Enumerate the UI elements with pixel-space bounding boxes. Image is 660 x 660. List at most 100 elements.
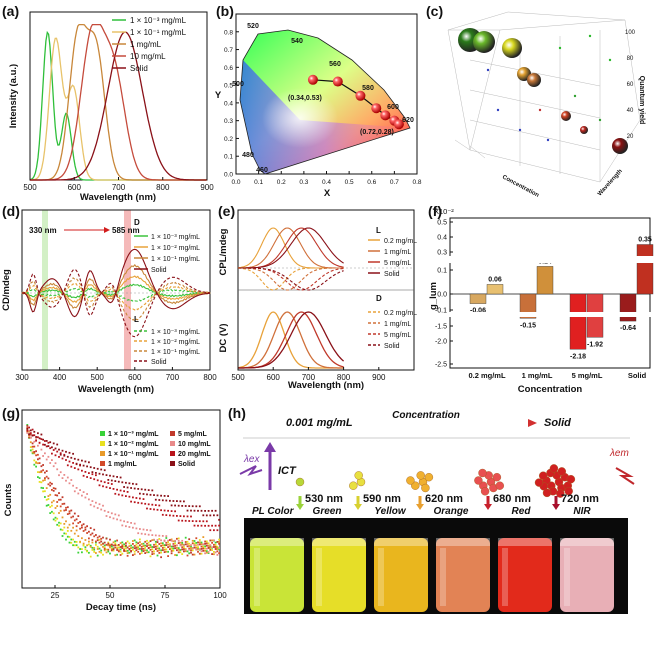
decay-point <box>98 541 101 544</box>
y-tick-label: -0.1 <box>435 308 447 315</box>
decay-point <box>52 449 55 451</box>
decay-point <box>170 504 173 507</box>
decay-point <box>153 546 155 548</box>
cd-D-line-2 <box>21 264 211 309</box>
decay-point <box>75 541 78 543</box>
decay-point <box>77 492 80 495</box>
decay-point <box>169 543 171 545</box>
decay-point <box>103 544 106 547</box>
panel-h-ex-arrow-head <box>264 442 276 452</box>
decay-point <box>100 549 103 552</box>
decay-point <box>84 546 87 549</box>
decay-point <box>96 545 99 548</box>
wavelength-label: 520 <box>247 23 259 30</box>
vial <box>498 538 552 612</box>
decay-point <box>137 542 140 545</box>
legend-label: 20 mg/mL <box>178 451 211 458</box>
decay-point <box>28 433 30 435</box>
panel-e-ticks: 500 600 700 800 900 <box>231 367 386 382</box>
decay-point <box>132 526 134 529</box>
x-tick-label: 0.5 <box>345 179 354 186</box>
legend-label: 1 mg/mL <box>384 321 411 328</box>
decay-point <box>133 539 136 542</box>
decay-point <box>186 545 189 548</box>
decay-point <box>51 504 53 507</box>
series-line-1 <box>29 37 207 181</box>
decay-point <box>33 452 36 455</box>
decay-point <box>151 546 154 548</box>
decay-point <box>89 503 92 506</box>
decay-point <box>133 547 136 550</box>
decay-point <box>204 510 206 512</box>
panel-b-ylabel: Y <box>215 90 222 101</box>
decay-point <box>176 549 178 552</box>
decay-point <box>33 463 36 466</box>
decay-point <box>56 468 59 471</box>
x-tick-label: 900 <box>200 183 214 192</box>
decay-point <box>195 544 198 547</box>
decay-point <box>112 548 115 551</box>
decay-point <box>84 539 87 541</box>
emission-wavelength: 590 nm <box>363 493 401 505</box>
decay-point <box>51 501 53 504</box>
decay-point <box>163 539 166 542</box>
x-tick-label: 0.8 <box>412 179 421 186</box>
cd-D-line-3 <box>21 248 211 318</box>
decay-point <box>114 480 117 482</box>
decay-point <box>61 516 64 519</box>
decay-point <box>26 425 29 427</box>
legend-label: 1 mg/mL <box>384 249 411 256</box>
legend-label: 5 mg/mL <box>384 260 411 267</box>
legend-label: 1 mg/mL <box>108 461 138 468</box>
decay-point <box>146 493 148 496</box>
panel-d-L: L <box>134 315 139 324</box>
decay-point <box>121 524 124 527</box>
aggregate-molecule <box>549 464 559 473</box>
legend-label: 1 × 10⁻³ mg/mL <box>130 16 187 25</box>
decay-point <box>184 541 187 543</box>
decay-point <box>156 494 159 497</box>
decay-point <box>125 542 127 544</box>
decay-point <box>114 546 117 549</box>
decay-point <box>135 497 138 499</box>
pl-color-name: Orange <box>433 506 468 517</box>
decay-point <box>109 546 111 549</box>
quantum-yield-ball <box>612 138 628 154</box>
decay-point <box>89 527 92 529</box>
decay-point <box>128 548 131 551</box>
decay-point <box>132 543 134 545</box>
decay-point <box>44 496 46 498</box>
legend-label: Solid <box>384 271 400 278</box>
decay-point <box>158 547 161 550</box>
panel-f-ylabel: g_lum <box>428 282 439 310</box>
decay-point <box>128 545 131 547</box>
decay-point <box>56 505 59 507</box>
decay-point <box>38 477 41 479</box>
decay-point <box>218 524 220 527</box>
decay-point <box>198 539 201 541</box>
decay-point <box>49 493 52 496</box>
decay-point <box>177 539 180 542</box>
decay-point <box>77 522 80 524</box>
decay-point <box>45 504 48 507</box>
decay-point <box>126 491 129 493</box>
decay-point <box>142 528 145 531</box>
decay-point <box>125 544 127 547</box>
decay-point <box>179 500 182 503</box>
decay-point <box>102 473 104 476</box>
decay-point <box>105 486 108 489</box>
decay-point <box>216 541 219 543</box>
series-line-3 <box>30 23 207 181</box>
decay-point <box>139 552 141 555</box>
decay-point <box>174 504 176 507</box>
decay-point <box>147 533 150 536</box>
decay-point <box>204 547 206 550</box>
projection-dot <box>486 68 490 72</box>
panel-d-band-red <box>124 210 131 370</box>
decay-point <box>70 541 73 544</box>
decay-point <box>59 528 62 531</box>
decay-point <box>79 463 81 466</box>
decay-point <box>40 470 43 473</box>
decay-point <box>66 513 69 515</box>
